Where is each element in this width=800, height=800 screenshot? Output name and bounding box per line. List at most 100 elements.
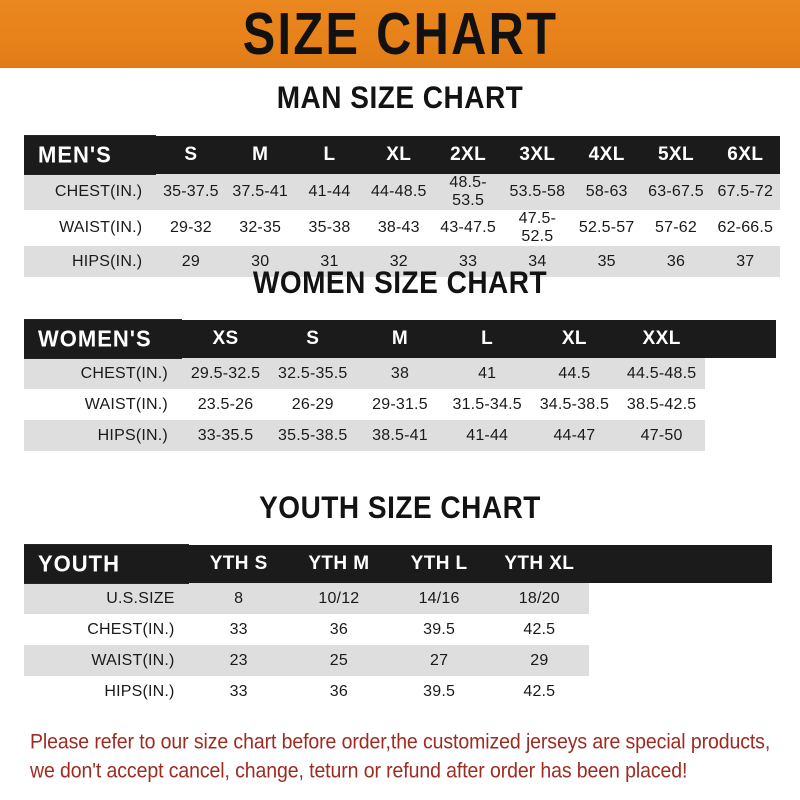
man-row-label: CHEST(IN.) bbox=[24, 174, 157, 210]
youth-section-title: YOUTH SIZE CHART bbox=[259, 490, 541, 525]
youth-column-header: YTH XL bbox=[489, 545, 590, 583]
women-cell: 44.5-48.5 bbox=[618, 358, 706, 389]
man-cell: 58-63 bbox=[572, 174, 642, 210]
man-cell: 44-48.5 bbox=[364, 174, 434, 210]
women-column-header: XS bbox=[181, 320, 270, 358]
man-column-header: 5XL bbox=[641, 136, 711, 174]
table-row: HIPS(IN.) 33 36 39.5 42.5 bbox=[24, 676, 772, 707]
man-cell: 36 bbox=[641, 246, 711, 277]
youth-column-header: YTH M bbox=[288, 545, 389, 583]
women-column-header: M bbox=[356, 320, 444, 358]
man-column-header: 2XL bbox=[433, 136, 503, 174]
youth-row-label: HIPS(IN.) bbox=[24, 676, 189, 707]
order-policy-line-2: we don't accept cancel, change, teturn o… bbox=[30, 759, 688, 784]
man-column-header: L bbox=[294, 136, 365, 174]
man-row-label: HIPS(IN.) bbox=[24, 246, 157, 277]
women-section-title: WOMEN SIZE CHART bbox=[252, 265, 548, 300]
women-cell: 26-29 bbox=[269, 389, 357, 420]
youth-cell: 33 bbox=[188, 614, 289, 645]
youth-cell: 36 bbox=[288, 676, 389, 707]
women-cell: 33-35.5 bbox=[181, 420, 270, 451]
table-row: WAIST(IN.) 23.5-26 26-29 29-31.5 31.5-34.5 34… bbox=[24, 389, 776, 420]
table-row: WAIST(IN.) 29-32 32-35 35-38 38-43 43-47.5 47.… bbox=[24, 210, 780, 246]
man-cell: 32-35 bbox=[225, 210, 295, 246]
man-cell: 37.5-41 bbox=[225, 174, 295, 210]
women-cell: 35.5-38.5 bbox=[269, 420, 357, 451]
man-cell: 67.5-72 bbox=[710, 174, 780, 210]
man-cell: 43-47.5 bbox=[433, 210, 503, 246]
man-cell: 34 bbox=[502, 246, 573, 277]
man-cell: 53.5-58 bbox=[502, 174, 573, 210]
page-title: SIZE CHART bbox=[242, 0, 558, 68]
women-column-header: XXL bbox=[618, 320, 706, 358]
women-cell: 38.5-41 bbox=[356, 420, 444, 451]
women-cell: 44-47 bbox=[530, 420, 619, 451]
women-cell-spacer bbox=[705, 389, 776, 420]
table-row: CHEST(IN.) 33 36 39.5 42.5 bbox=[24, 614, 772, 645]
youth-cell: 42.5 bbox=[489, 614, 590, 645]
women-cell-spacer bbox=[705, 358, 776, 389]
women-row-label: HIPS(IN.) bbox=[24, 420, 182, 451]
youth-cell-spacer bbox=[589, 583, 772, 614]
youth-column-header: YTH L bbox=[389, 545, 490, 583]
man-cell: 29 bbox=[156, 246, 226, 277]
man-cell: 33 bbox=[433, 246, 503, 277]
man-cell: 48.5-53.5 bbox=[433, 174, 503, 210]
women-corner-label: WOMEN'S bbox=[24, 319, 182, 359]
youth-cell-spacer bbox=[589, 645, 772, 676]
man-cell: 47.5-52.5 bbox=[502, 210, 573, 246]
women-column-header: L bbox=[443, 320, 531, 358]
youth-size-table: YOUTH YTH S YTH M YTH L YTH XL U.S.SIZE 8 10/12… bbox=[24, 544, 772, 707]
youth-cell: 14/16 bbox=[389, 583, 490, 614]
man-column-header: XL bbox=[364, 136, 434, 174]
man-cell: 31 bbox=[294, 246, 365, 277]
women-cell: 41-44 bbox=[443, 420, 531, 451]
youth-cell: 39.5 bbox=[389, 676, 490, 707]
youth-cell-spacer bbox=[589, 676, 772, 707]
women-cell: 29.5-32.5 bbox=[181, 358, 270, 389]
man-cell: 29-32 bbox=[156, 210, 226, 246]
women-cell: 29-31.5 bbox=[356, 389, 444, 420]
youth-cell: 39.5 bbox=[389, 614, 490, 645]
table-row: HIPS(IN.) 33-35.5 35.5-38.5 38.5-41 41-44 44-… bbox=[24, 420, 776, 451]
man-row-label: WAIST(IN.) bbox=[24, 210, 157, 246]
women-size-table: WOMEN'S XS S M L XL XXL CHEST(IN.) 29.5-32.5 32.5… bbox=[24, 319, 776, 451]
women-row-label: WAIST(IN.) bbox=[24, 389, 182, 420]
man-section-title: MAN SIZE CHART bbox=[276, 80, 524, 115]
youth-cell: 8 bbox=[188, 583, 289, 614]
man-column-header: S bbox=[156, 136, 226, 174]
page-banner: SIZE CHART bbox=[0, 0, 800, 68]
women-cell: 23.5-26 bbox=[181, 389, 270, 420]
youth-row-label: U.S.SIZE bbox=[24, 583, 189, 614]
youth-table: YOUTH YTH S YTH M YTH L YTH XL U.S.SIZE 8 10/12… bbox=[24, 544, 772, 707]
table-row: U.S.SIZE 8 10/12 14/16 18/20 bbox=[24, 583, 772, 614]
man-cell: 41-44 bbox=[294, 174, 365, 210]
table-row: CHEST(IN.) 35-37.5 37.5-41 41-44 44-48.5 48.5… bbox=[24, 174, 780, 210]
youth-cell: 23 bbox=[188, 645, 289, 676]
youth-corner-label: YOUTH bbox=[24, 544, 189, 584]
women-cell: 38.5-42.5 bbox=[618, 389, 706, 420]
man-cell: 35-38 bbox=[294, 210, 365, 246]
man-cell: 62-66.5 bbox=[710, 210, 780, 246]
youth-cell-spacer bbox=[589, 614, 772, 645]
man-cell: 32 bbox=[364, 246, 434, 277]
youth-cell: 36 bbox=[288, 614, 389, 645]
man-size-table: MEN'S S M L XL 2XL 3XL 4XL 5XL 6XL CHEST(IN.) 35-37… bbox=[24, 135, 780, 277]
table-row: CHEST(IN.) 29.5-32.5 32.5-35.5 38 41 44.5 44.5… bbox=[24, 358, 776, 389]
man-column-header: 6XL bbox=[710, 136, 780, 174]
women-row-label: CHEST(IN.) bbox=[24, 358, 182, 389]
women-column-header: S bbox=[269, 320, 357, 358]
table-row: HIPS(IN.) 29 30 31 32 33 34 35 36 37 bbox=[24, 246, 780, 277]
women-table: WOMEN'S XS S M L XL XXL CHEST(IN.) 29.5-32.5 32.5… bbox=[24, 319, 776, 451]
man-cell: 35 bbox=[572, 246, 642, 277]
man-cell: 35-37.5 bbox=[156, 174, 226, 210]
women-cell: 38 bbox=[356, 358, 444, 389]
youth-row-label: WAIST(IN.) bbox=[24, 645, 189, 676]
man-cell: 30 bbox=[225, 246, 295, 277]
youth-cell: 33 bbox=[188, 676, 289, 707]
youth-cell: 42.5 bbox=[489, 676, 590, 707]
women-cell: 32.5-35.5 bbox=[269, 358, 357, 389]
man-cell: 37 bbox=[710, 246, 780, 277]
man-cell: 57-62 bbox=[641, 210, 711, 246]
